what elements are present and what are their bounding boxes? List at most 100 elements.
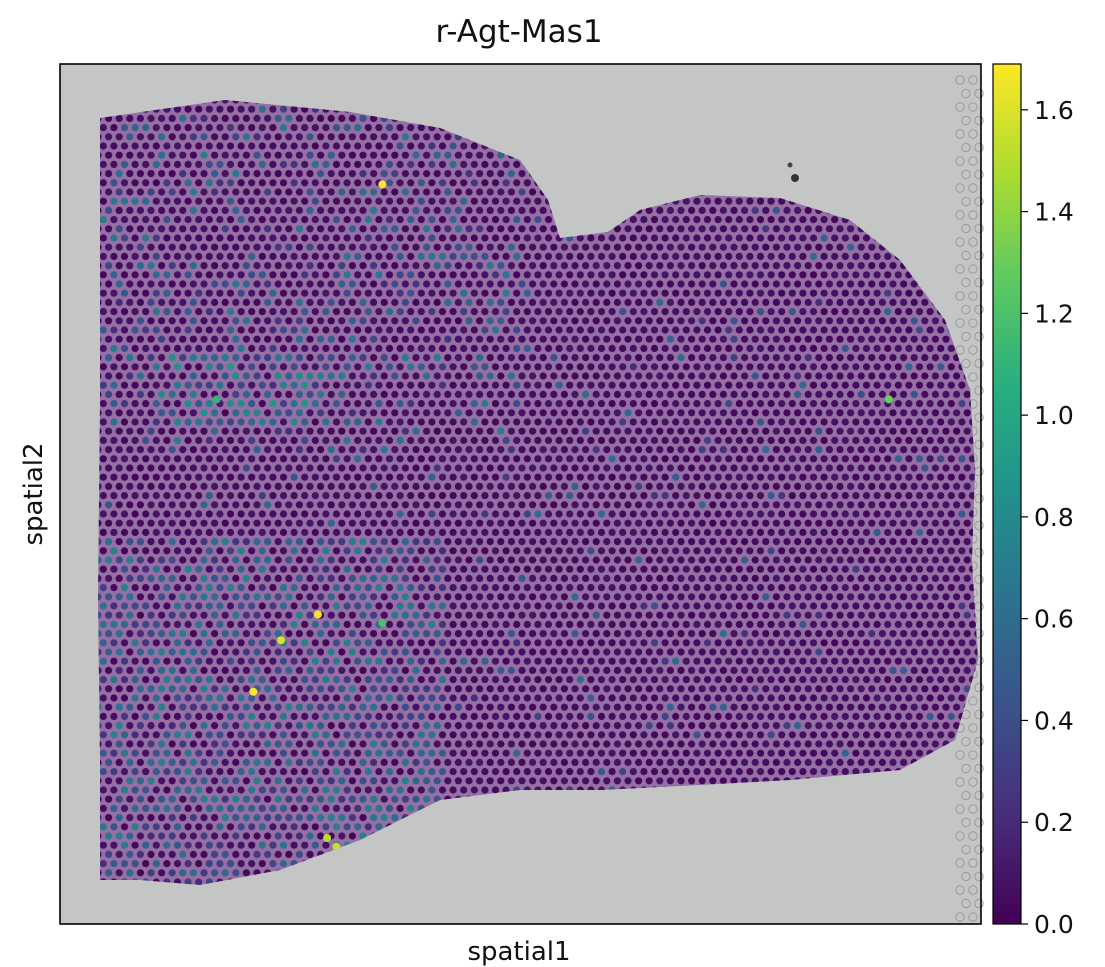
spot xyxy=(491,492,500,500)
spot xyxy=(470,492,478,500)
spot xyxy=(380,335,388,343)
spot xyxy=(301,344,309,352)
spot xyxy=(290,547,298,555)
spot xyxy=(608,252,616,260)
spot xyxy=(401,298,409,306)
spot xyxy=(348,390,356,398)
spot xyxy=(438,344,447,352)
spot xyxy=(173,289,182,297)
spot xyxy=(264,611,272,619)
spot xyxy=(873,620,881,629)
spot xyxy=(894,510,902,518)
spot xyxy=(852,363,860,371)
spot xyxy=(677,225,685,233)
spot xyxy=(953,593,961,601)
spot xyxy=(401,519,409,527)
spot xyxy=(693,436,701,444)
spot xyxy=(327,170,335,178)
spot xyxy=(703,418,712,426)
spot xyxy=(900,390,908,398)
spot xyxy=(433,556,441,564)
spot xyxy=(497,188,505,196)
spot xyxy=(279,326,288,334)
spot xyxy=(719,317,728,325)
spot xyxy=(423,170,431,178)
spot xyxy=(311,547,319,555)
spot xyxy=(608,565,616,573)
spot xyxy=(783,427,791,435)
spot xyxy=(884,289,892,297)
spot xyxy=(401,335,409,343)
spot xyxy=(226,308,235,316)
spot xyxy=(746,216,754,224)
spot xyxy=(534,602,542,610)
spot xyxy=(555,473,563,481)
spot xyxy=(142,160,150,168)
spot xyxy=(370,188,378,196)
spot xyxy=(375,381,383,389)
spot xyxy=(147,372,155,380)
spot xyxy=(794,206,802,214)
spot xyxy=(380,170,388,178)
spot xyxy=(391,354,399,362)
spot xyxy=(332,436,341,444)
spot xyxy=(380,390,388,398)
spot xyxy=(746,400,754,408)
spot xyxy=(629,547,637,555)
spot xyxy=(714,326,722,334)
spot xyxy=(656,372,664,380)
spot xyxy=(253,409,261,417)
spot xyxy=(295,464,303,472)
spot xyxy=(158,298,166,306)
spot xyxy=(211,427,219,435)
spot xyxy=(126,335,134,343)
spot xyxy=(423,538,431,546)
spot xyxy=(597,510,606,518)
spot xyxy=(767,308,775,316)
spot xyxy=(820,400,828,408)
spot xyxy=(152,436,160,444)
spot xyxy=(317,133,325,141)
spot xyxy=(650,252,659,260)
spot xyxy=(772,317,781,325)
spot xyxy=(635,501,643,509)
spot xyxy=(375,289,383,297)
spot xyxy=(189,206,197,214)
spot xyxy=(470,252,478,260)
spot xyxy=(205,124,213,132)
spot xyxy=(465,225,473,233)
spot xyxy=(831,216,839,224)
spot xyxy=(513,565,521,573)
spot xyxy=(847,409,855,417)
spot xyxy=(364,584,372,592)
spot xyxy=(900,280,908,288)
spot xyxy=(608,455,616,463)
spot xyxy=(370,335,378,343)
spot xyxy=(629,584,637,592)
spot xyxy=(258,289,266,297)
spot xyxy=(189,464,197,472)
spot xyxy=(963,482,971,490)
spot xyxy=(497,206,505,214)
spot xyxy=(364,252,372,260)
spot xyxy=(566,418,574,426)
spot xyxy=(200,611,208,619)
spot xyxy=(396,142,404,150)
spot xyxy=(661,528,669,537)
spot xyxy=(910,593,918,601)
spot xyxy=(656,298,664,306)
spot xyxy=(576,602,584,610)
spot xyxy=(910,574,918,583)
spot xyxy=(433,501,441,509)
spot xyxy=(460,400,468,408)
spot xyxy=(364,179,372,187)
spot xyxy=(258,160,266,168)
spot xyxy=(168,464,176,472)
spot xyxy=(624,593,632,601)
spot xyxy=(375,473,383,481)
spot xyxy=(152,252,160,260)
spot xyxy=(836,464,844,472)
spot xyxy=(173,142,182,150)
spot xyxy=(205,565,213,573)
spot xyxy=(317,114,325,122)
